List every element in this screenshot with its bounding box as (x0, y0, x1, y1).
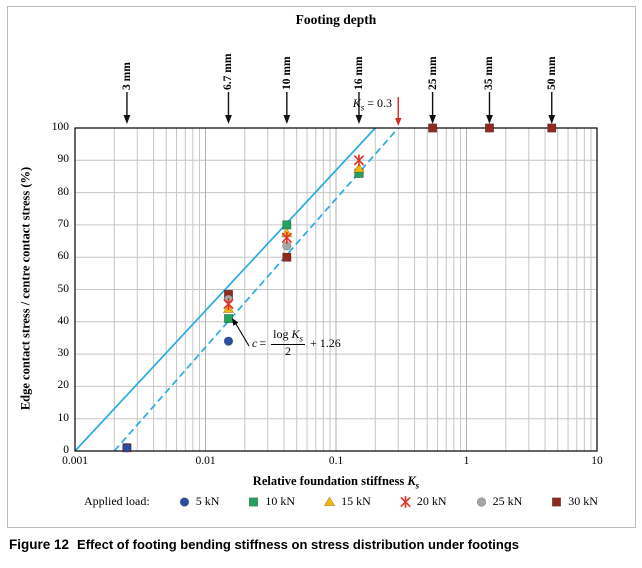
legend-label: 20 kN (416, 494, 447, 508)
square-marker (552, 497, 562, 507)
square-marker (223, 314, 233, 324)
legend: Applied load: 5 kN 10 kN 15 kN 20 kN 25 kN 30… (84, 494, 598, 509)
x-axis-symbol: K (407, 474, 416, 488)
equation-k-subscript: s (299, 333, 303, 344)
depth-arrowhead (283, 115, 291, 124)
equation-equals: = (259, 335, 267, 350)
legend-item: 20 kN (398, 494, 447, 509)
legend-label: 30 kN (568, 494, 598, 508)
legend-item: 15 kN (322, 494, 371, 509)
equation-log: log (273, 327, 289, 341)
depth-arrowhead (123, 115, 131, 124)
x-axis-title-text: Relative foundation stiffness (252, 474, 405, 488)
y-axis-title: Edge contact stress / centre contact str… (18, 166, 33, 411)
x-axis-title: Relative foundation stiffness Ks (186, 474, 486, 491)
equation-arrowhead (232, 318, 239, 326)
legend-label: 25 kN (492, 494, 523, 508)
square-marker (428, 123, 438, 133)
x-marker (223, 297, 234, 311)
legend-label: 10 kN (265, 494, 296, 508)
equation-annotation: c = log Ks 2 + 1.26 (252, 327, 341, 359)
figure-caption-label: Figure 12 (9, 537, 70, 552)
triangle-marker (353, 162, 365, 173)
circle-marker (122, 443, 132, 453)
equation-lhs: c (252, 335, 258, 350)
ks-arrowhead (395, 118, 402, 126)
circle-marker-icon (179, 497, 189, 507)
legend-title: Applied load: (84, 494, 150, 508)
square-marker (249, 497, 259, 507)
square-marker (484, 123, 494, 133)
legend-item: 25 kN (474, 494, 523, 509)
legend-label: 15 kN (341, 494, 371, 508)
circle-marker-icon (476, 497, 486, 507)
triangle-marker (323, 496, 336, 507)
depth-arrowhead (355, 115, 363, 124)
equation-arrow (235, 323, 250, 347)
equation-denominator: 2 (285, 343, 292, 358)
square-marker-icon (249, 497, 259, 507)
trend-line-solid (74, 127, 376, 452)
circle-marker (179, 497, 189, 507)
square-marker-icon (552, 497, 562, 507)
legend-item: 30 kN (549, 494, 598, 509)
x-marker (281, 231, 292, 244)
depth-arrowhead (429, 115, 437, 124)
legend-item: 10 kN (246, 494, 295, 509)
figure-border (7, 6, 636, 528)
figure-caption-text: Effect of footing bending stiffness on s… (77, 537, 520, 552)
x-marker (400, 495, 411, 509)
ks-symbol: K (352, 96, 361, 110)
ks-annotation: Ks = 0.3 (336, 96, 392, 112)
plot-frame (74, 127, 598, 452)
ks-value: = 0.3 (364, 96, 392, 110)
depth-arrowhead (225, 115, 232, 124)
circle-marker (223, 336, 234, 346)
square-marker (547, 123, 557, 133)
equation-fraction: log Ks 2 (271, 327, 305, 359)
depth-arrowhead (486, 115, 493, 124)
legend-item: 5 kN (177, 494, 220, 509)
x-marker (353, 154, 364, 167)
circle-marker (476, 497, 486, 507)
trend-line-dashed (113, 127, 399, 452)
ks-subscript: s (360, 102, 365, 113)
legend-label: 5 kN (195, 494, 220, 508)
figure-caption: Figure 12 Effect of footing bending stiff… (9, 537, 519, 552)
equation-k-symbol: K (291, 327, 300, 341)
square-marker (282, 252, 292, 262)
triangle-marker-icon (323, 496, 336, 507)
depth-arrowhead (548, 115, 556, 124)
chart-title: Footing depth (295, 12, 377, 27)
equation-numerator: log Ks (271, 327, 305, 345)
x-marker-icon (400, 495, 411, 509)
equation-tail: + 1.26 (309, 335, 341, 350)
x-axis-symbol-subscript: s (415, 480, 420, 491)
